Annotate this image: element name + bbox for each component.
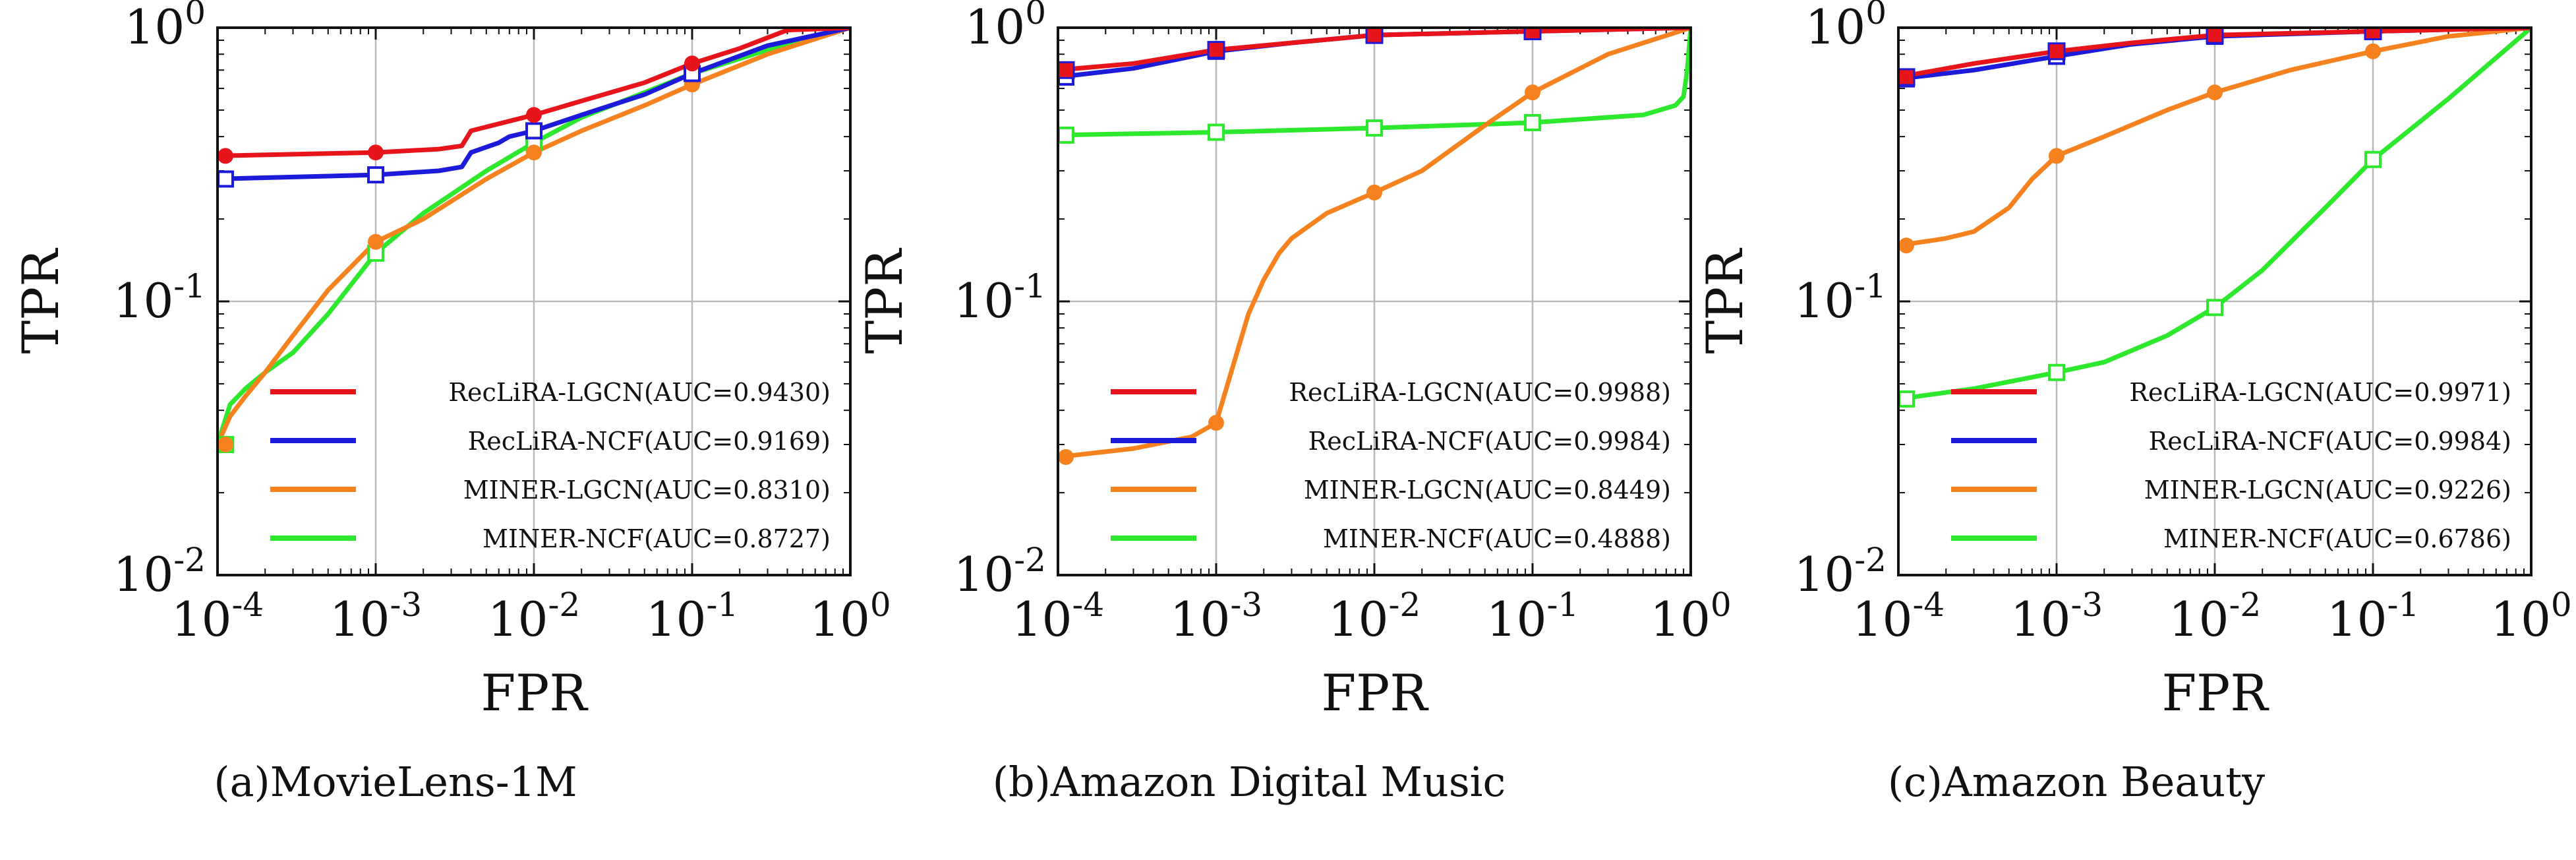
data-point-marker [2207,84,2223,101]
x-tick-label: 100 [809,586,891,647]
x-tick-label: 10-1 [646,586,738,647]
legend-label: MINER-NCF(AUC=0.8727) [483,524,831,553]
x-tick-label: 10-2 [488,586,580,647]
y-tick-label: 10-1 [1794,267,1887,328]
data-point-marker [1365,28,1384,44]
y-tick-label: 10-2 [1794,541,1887,602]
legend: RecLiRA-LGCN(AUC=0.9988) RecLiRA-NCF(AUC=… [1111,378,1671,553]
y-tick-label: 100 [965,0,1046,55]
data-point-marker [2206,299,2223,317]
x-tick-label: 10-3 [2010,586,2103,647]
data-point-marker [1208,415,1224,431]
y-tick-label: 10-1 [954,267,1046,328]
x-tick-label: 10-3 [1170,586,1262,647]
data-point-marker [368,233,384,250]
panel-caption: (a)MovieLens-1M [214,758,577,806]
legend-label: RecLiRA-NCF(AUC=0.9984) [1308,427,1671,456]
roc-panel-3: 10-4 10-3 10-2 10-1 100 10-2 10-1 100 FPR TPR RecL… [1695,0,2572,806]
roc-panel-1: 10-4 10-3 10-2 10-1 100 10-2 10-1 100 FPR TPR RecL… [11,0,891,806]
data-point-marker [1898,68,1916,86]
data-point-marker [1058,448,1074,465]
y-axis-label: TPR [1695,247,1754,354]
legend-label: RecLiRA-LGCN(AUC=0.9971) [2129,378,2511,407]
legend-label: MINER-LGCN(AUC=0.8449) [1304,476,1671,505]
x-tick-label: 10-2 [1328,586,1420,647]
legend-label: RecLiRA-LGCN(AUC=0.9988) [1289,378,1671,407]
x-tick-label: 10-4 [1852,586,1945,647]
data-point-marker [526,107,542,123]
data-point-marker [1208,123,1225,141]
data-point-marker [684,55,700,72]
data-point-marker [2048,363,2065,381]
x-tick-label: 100 [1650,586,1731,647]
data-point-marker [218,436,233,452]
data-point-marker [218,170,234,188]
data-point-marker [368,144,384,161]
y-tick-label: 10-2 [113,541,206,602]
data-point-marker [1523,28,1542,40]
data-point-marker [218,148,233,164]
x-axis-label: FPR [1321,663,1429,722]
data-point-marker [2047,42,2066,61]
y-tick-label: 10-2 [954,541,1046,602]
data-point-marker [525,122,542,140]
series-line-orange [1058,28,1691,460]
y-axis-label: TPR [11,247,70,354]
series-line-red [218,28,850,158]
data-point-marker [2049,148,2064,164]
legend-label: RecLiRA-NCF(AUC=0.9984) [2149,427,2511,456]
plot-frame [1897,26,2532,576]
plot-frame [216,26,852,576]
data-point-marker [2206,28,2224,44]
legend-label: MINER-NCF(AUC=0.6786) [2163,524,2511,553]
data-point-marker [367,166,384,184]
series-group [1898,28,2531,408]
data-point-marker [1898,237,1914,254]
panel-caption: (b)Amazon Digital Music [993,758,1506,806]
series-line-green [1058,28,1691,138]
data-point-marker [1898,390,1915,408]
series-line-orange [218,28,850,447]
data-point-marker [1366,184,1382,200]
x-tick-label: 10-1 [1486,586,1579,647]
x-axis-label: FPR [481,663,589,722]
panel-caption: (c)Amazon Beauty [1888,758,2265,806]
y-axis-label: TPR [855,247,914,354]
legend-label: RecLiRA-NCF(AUC=0.9169) [468,427,831,456]
x-tick-label: 10-1 [2327,586,2419,647]
data-point-marker [1524,113,1541,131]
legend-label: MINER-NCF(AUC=0.4888) [1323,524,1671,553]
x-tick-label: 10-2 [2169,586,2261,647]
roc-panel-2: 10-4 10-3 10-2 10-1 100 10-2 10-1 100 FPR TPR RecL… [855,0,1732,806]
legend-label: RecLiRA-LGCN(AUC=0.9430) [448,378,831,407]
data-point-marker [2364,28,2382,40]
legend-label: MINER-LGCN(AUC=0.8310) [463,476,831,505]
plot-frame [1057,26,1692,576]
legend: RecLiRA-LGCN(AUC=0.9430) RecLiRA-NCF(AUC=… [270,378,831,553]
data-point-marker [1058,61,1075,79]
x-tick-label: 100 [2490,586,2571,647]
data-point-marker [526,144,542,161]
data-point-marker [1366,119,1383,137]
y-tick-label: 100 [125,0,206,55]
data-point-marker [1525,84,1540,101]
data-point-marker [1058,126,1074,144]
series-group [1058,28,1691,465]
data-point-marker [1207,41,1225,59]
legend: RecLiRA-LGCN(AUC=0.9971) RecLiRA-NCF(AUC=… [1951,378,2511,553]
x-tick-label: 10-4 [1012,586,1104,647]
x-tick-label: 10-4 [171,586,264,647]
y-tick-label: 10-1 [113,267,206,328]
series-group [218,28,850,453]
data-point-marker [2365,43,2381,59]
x-tick-label: 10-3 [330,586,422,647]
legend-label: MINER-LGCN(AUC=0.9226) [2144,476,2511,505]
x-axis-label: FPR [2161,663,2269,722]
data-point-marker [2364,150,2382,168]
y-tick-label: 100 [1805,0,1887,55]
